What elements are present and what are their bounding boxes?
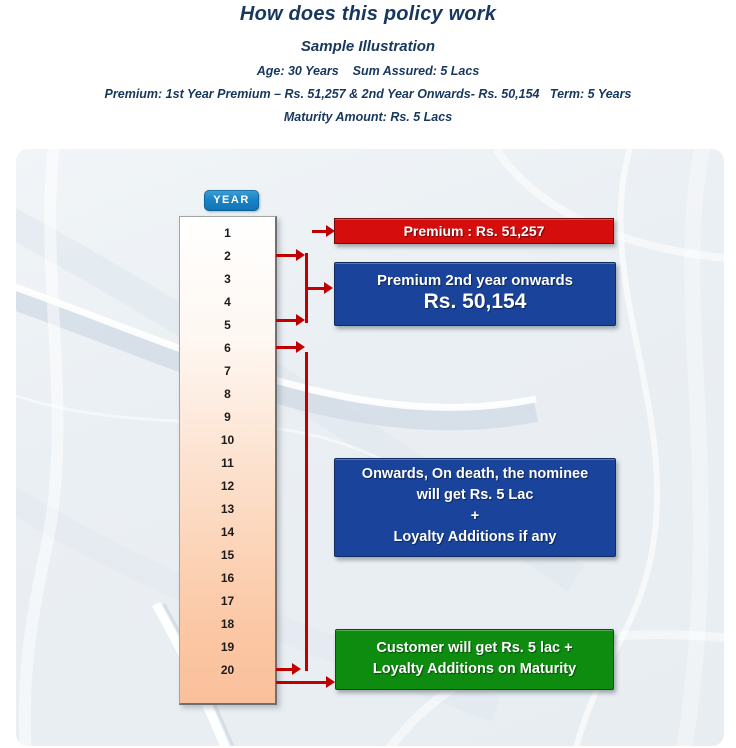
- year-cell: 18: [220, 617, 235, 631]
- connector-year1-arrowhead: [326, 225, 335, 237]
- year-cell: 12: [220, 479, 235, 493]
- year-cell: 16: [220, 571, 235, 585]
- detail-age-sum: Age: 30 Years Sum Assured: 5 Lacs: [256, 64, 480, 78]
- year-cell: 10: [220, 433, 235, 447]
- diagram-panel: YEAR 1 2 3 4 5 6 7 8 9 10 11 12 13 14 15 16 17 18 19 20 Pre…: [16, 149, 724, 746]
- year-cell: 20: [220, 663, 235, 677]
- maturity-line1: Customer will get Rs. 5 lac +: [376, 640, 573, 656]
- connector-year5-line: [276, 319, 296, 322]
- detail-premium-term: Premium: 1st Year Premium – Rs. 51,257 &…: [104, 87, 632, 101]
- connector-year6-arrowhead: [296, 341, 305, 353]
- year-cell: 8: [224, 387, 231, 401]
- bracket-years2-5-line: [305, 253, 308, 323]
- year-cell: 13: [220, 502, 235, 516]
- year-cell: 17: [220, 594, 235, 608]
- connector-year20-line: [276, 668, 292, 671]
- connector-maturity-arrowhead: [326, 676, 335, 688]
- header: How does this policy work Sample Illustr…: [0, 0, 736, 149]
- connector-bracket-to-premium2-arrowhead: [324, 282, 333, 294]
- connector-year1-line: [312, 230, 326, 233]
- connector-year2-line: [276, 254, 296, 257]
- premium-first-year-box: Premium : Rs. 51,257: [334, 218, 614, 244]
- page-title: How does this policy work: [239, 3, 497, 25]
- death-benefit-line4: Loyalty Additions if any: [393, 529, 557, 545]
- year-cell: 14: [220, 525, 235, 539]
- maturity-benefit-box: Customer will get Rs. 5 lac + Loyalty Ad…: [335, 629, 614, 690]
- subtitle: Sample Illustration: [300, 38, 436, 55]
- year-cell: 9: [224, 410, 231, 424]
- year-cell: 3: [224, 272, 231, 286]
- bracket-years6-20-line: [305, 352, 308, 671]
- connector-year5-arrowhead: [296, 314, 305, 326]
- connector-year20-arrowhead: [292, 663, 301, 675]
- premium-onwards-box: Premium 2nd year onwards Rs. 50,154: [334, 262, 616, 326]
- year-cell: 4: [224, 295, 231, 309]
- connector-year2-arrowhead: [296, 249, 305, 261]
- death-benefit-box: Onwards, On death, the nominee will get …: [334, 458, 616, 557]
- death-benefit-line1: Onwards, On death, the nominee: [361, 466, 589, 482]
- year-cell: 1: [224, 226, 231, 240]
- connector-maturity-line: [276, 681, 326, 684]
- premium-onwards-label: Premium 2nd year onwards: [377, 272, 573, 289]
- death-benefit-line2: will get Rs. 5 Lac: [416, 487, 534, 503]
- year-cell: 7: [224, 364, 231, 378]
- year-column: 1 2 3 4 5 6 7 8 9 10 11 12 13 14 15 16 17 18 19 20: [179, 216, 277, 705]
- year-cell: 2: [224, 249, 231, 263]
- maturity-line2: Loyalty Additions on Maturity: [372, 661, 577, 677]
- detail-maturity: Maturity Amount: Rs. 5 Lacs: [283, 110, 453, 124]
- year-badge: YEAR: [204, 190, 259, 211]
- premium-onwards-amount: Rs. 50,154: [423, 290, 527, 313]
- connector-year6-line: [276, 346, 296, 349]
- year-cell: 5: [224, 318, 231, 332]
- year-cell: 19: [220, 640, 235, 654]
- death-benefit-plus: +: [470, 508, 480, 524]
- year-cell: 11: [221, 456, 234, 470]
- connector-bracket-to-premium2-line: [307, 287, 324, 290]
- year-cell: 15: [220, 548, 235, 562]
- year-cell: 6: [224, 341, 231, 355]
